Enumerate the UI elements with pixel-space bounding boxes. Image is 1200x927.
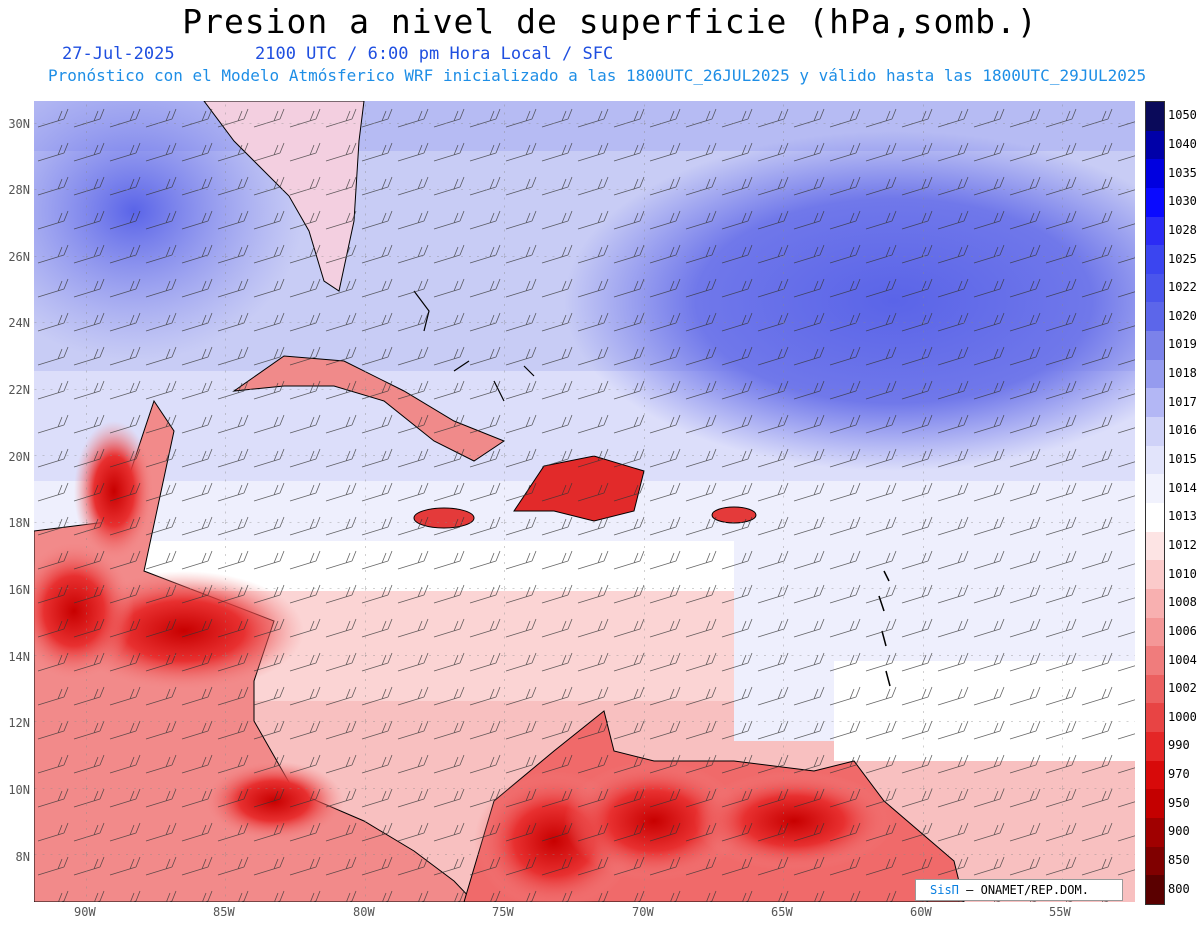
colorbar-label: 1002 bbox=[1168, 681, 1197, 696]
colorbar-segment bbox=[1146, 331, 1164, 360]
map-title: Presion a nivel de superficie (hPa,somb.… bbox=[182, 2, 1038, 41]
colorbar-label: 1012 bbox=[1168, 537, 1197, 552]
colorbar-label: 800 bbox=[1168, 881, 1190, 896]
colorbar-label: 1025 bbox=[1168, 251, 1197, 266]
colorbar-segment bbox=[1146, 789, 1164, 819]
colorbar-segment bbox=[1146, 760, 1164, 790]
colorbar-segment bbox=[1146, 216, 1164, 246]
colorbar-segment bbox=[1146, 531, 1164, 561]
lat-label: 18N bbox=[8, 516, 30, 530]
brand-logo-text: SisΠ bbox=[930, 883, 959, 897]
lon-label: 55W bbox=[1049, 905, 1071, 919]
lat-label: 16N bbox=[8, 583, 30, 597]
lat-label: 8N bbox=[15, 850, 30, 864]
colorbar-label: 950 bbox=[1168, 795, 1190, 810]
lat-label: 10N bbox=[8, 783, 30, 797]
lon-label: 75W bbox=[492, 905, 514, 919]
lat-label: 28N bbox=[8, 183, 30, 197]
lon-label: 85W bbox=[213, 905, 235, 919]
colorbar bbox=[1145, 101, 1165, 905]
lon-label: 90W bbox=[74, 905, 96, 919]
colorbar-label: 1016 bbox=[1168, 423, 1197, 438]
colorbar-label: 1008 bbox=[1168, 595, 1197, 610]
lat-label: 24N bbox=[8, 316, 30, 330]
colorbar-segment bbox=[1146, 617, 1164, 647]
colorbar-label: 970 bbox=[1168, 767, 1190, 782]
colorbar-label: 1014 bbox=[1168, 480, 1197, 495]
colorbar-label: 1028 bbox=[1168, 222, 1197, 237]
colorbar-segment bbox=[1146, 159, 1164, 188]
lon-label: 65W bbox=[771, 905, 793, 919]
colorbar-segment bbox=[1146, 560, 1164, 589]
colorbar-label: 850 bbox=[1168, 853, 1190, 868]
forecast-info: Pronóstico con el Modelo Atmósferico WRF… bbox=[48, 66, 1147, 85]
colorbar-segment bbox=[1146, 187, 1164, 217]
colorbar-segment bbox=[1146, 732, 1164, 761]
colorbar-label: 1050 bbox=[1168, 108, 1197, 123]
lat-label: 30N bbox=[8, 117, 30, 131]
time-label: 2100 UTC / 6:00 pm Hora Local / SFC bbox=[255, 44, 614, 64]
colorbar-segment bbox=[1146, 359, 1164, 389]
colorbar-segment bbox=[1146, 302, 1164, 332]
colorbar-segment bbox=[1146, 388, 1164, 418]
colorbar-label: 1022 bbox=[1168, 280, 1197, 295]
colorbar-segment bbox=[1146, 273, 1164, 303]
colorbar-label: 1030 bbox=[1168, 194, 1197, 209]
colorbar-segment bbox=[1146, 646, 1164, 675]
colorbar-label: 1010 bbox=[1168, 566, 1197, 581]
map-canvas bbox=[0, 61, 1200, 911]
date-label: 27-Jul-2025 bbox=[62, 44, 175, 64]
credit-text: – ONAMET/REP.DOM. bbox=[966, 883, 1089, 897]
colorbar-label: 1015 bbox=[1168, 452, 1197, 467]
lat-label: 22N bbox=[8, 383, 30, 397]
colorbar-segment bbox=[1146, 245, 1164, 274]
colorbar-label: 1000 bbox=[1168, 709, 1197, 724]
colorbar-segment bbox=[1146, 846, 1164, 876]
colorbar-segment bbox=[1146, 502, 1164, 532]
colorbar-label: 1035 bbox=[1168, 165, 1197, 180]
colorbar-segment bbox=[1146, 130, 1164, 160]
lat-label: 14N bbox=[8, 650, 30, 664]
colorbar-label: 900 bbox=[1168, 824, 1190, 839]
lat-label: 12N bbox=[8, 716, 30, 730]
colorbar-label: 990 bbox=[1168, 738, 1190, 753]
credit-box: SisΠ – ONAMET/REP.DOM. bbox=[915, 879, 1123, 901]
colorbar-segment bbox=[1146, 875, 1164, 904]
pressure-map bbox=[0, 61, 1200, 911]
colorbar-label: 1018 bbox=[1168, 366, 1197, 381]
colorbar-segment bbox=[1146, 703, 1164, 733]
colorbar-segment bbox=[1146, 818, 1164, 847]
colorbar-label: 1017 bbox=[1168, 394, 1197, 409]
colorbar-segment bbox=[1146, 474, 1164, 503]
lon-label: 80W bbox=[353, 905, 375, 919]
colorbar-segment bbox=[1146, 102, 1164, 131]
colorbar-label: 1013 bbox=[1168, 509, 1197, 524]
colorbar-segment bbox=[1146, 445, 1164, 475]
colorbar-label: 1006 bbox=[1168, 623, 1197, 638]
colorbar-label: 1004 bbox=[1168, 652, 1197, 667]
lon-label: 60W bbox=[910, 905, 932, 919]
colorbar-label: 1040 bbox=[1168, 136, 1197, 151]
lon-label: 70W bbox=[632, 905, 654, 919]
colorbar-segment bbox=[1146, 674, 1164, 704]
lat-label: 20N bbox=[8, 450, 30, 464]
colorbar-segment bbox=[1146, 588, 1164, 618]
colorbar-segment bbox=[1146, 417, 1164, 446]
lat-label: 26N bbox=[8, 250, 30, 264]
colorbar-label: 1019 bbox=[1168, 337, 1197, 352]
colorbar-label: 1020 bbox=[1168, 308, 1197, 323]
